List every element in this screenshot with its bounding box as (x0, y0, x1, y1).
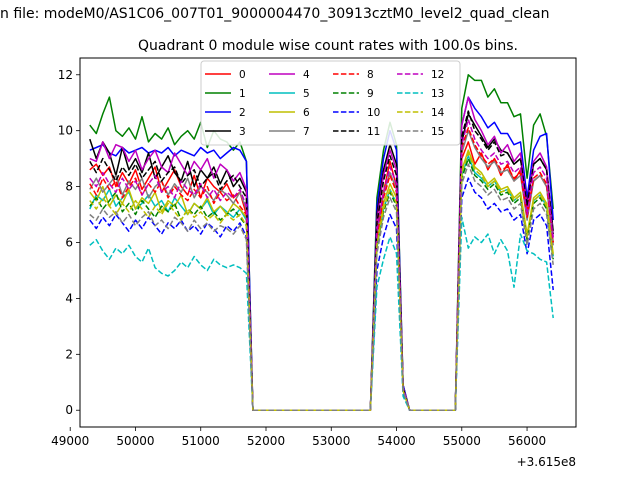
x-axis: 49000 50000 51000 52000 53000 54000 55000 56000 (51, 427, 546, 448)
legend-label-14: 14 (431, 107, 445, 119)
x-tick-label: 51000 (182, 434, 220, 448)
legend-label-12: 12 (431, 69, 444, 81)
figure-suptitle: n file: modeM0/AS1C06_007T01_9000004470_… (0, 6, 550, 22)
legend-label-13: 13 (431, 88, 444, 100)
x-tick-label: 53000 (312, 434, 350, 448)
legend-label-0: 0 (239, 69, 246, 81)
y-axis: 0 2 4 6 8 10 12 (58, 68, 80, 417)
y-tick-label: 12 (58, 68, 73, 82)
legend-label-10: 10 (367, 107, 380, 119)
legend-label-7: 7 (303, 126, 310, 138)
legend-label-8: 8 (367, 69, 374, 81)
series-line-14 (89, 152, 554, 411)
x-tick-label: 49000 (51, 434, 89, 448)
x-tick-label: 55000 (443, 434, 481, 448)
x-tick-label: 50000 (116, 434, 154, 448)
x-tick-label: 54000 (377, 434, 415, 448)
legend-label-3: 3 (239, 126, 246, 138)
legend-label-5: 5 (303, 88, 310, 100)
legend-label-4: 4 (303, 69, 310, 81)
legend-box (200, 60, 461, 146)
series-line-15 (89, 163, 554, 411)
series-line-8 (89, 127, 554, 411)
legend-label-6: 6 (303, 107, 310, 119)
legend-label-9: 9 (367, 88, 374, 100)
series-line-13 (89, 216, 554, 411)
legend-label-2: 2 (239, 107, 246, 119)
series-line-10 (89, 177, 554, 411)
x-axis-offset-label: +3.615e8 (517, 455, 576, 469)
legend-label-1: 1 (239, 88, 246, 100)
x-tick-label: 52000 (247, 434, 285, 448)
series-layer (89, 74, 554, 411)
series-line-5 (89, 155, 554, 411)
y-tick-label: 4 (65, 291, 73, 305)
y-tick-label: 2 (65, 347, 73, 361)
y-tick-label: 0 (65, 403, 73, 417)
legend-label-15: 15 (431, 126, 444, 138)
chart-title: Quadrant 0 module wise count rates with … (138, 38, 518, 54)
y-tick-label: 10 (58, 124, 73, 138)
x-tick-label: 56000 (508, 434, 546, 448)
y-tick-label: 8 (65, 180, 73, 194)
legend-label-11: 11 (367, 126, 380, 138)
series-line-9 (89, 157, 554, 411)
series-line-11 (89, 110, 554, 411)
y-tick-label: 6 (65, 236, 73, 250)
